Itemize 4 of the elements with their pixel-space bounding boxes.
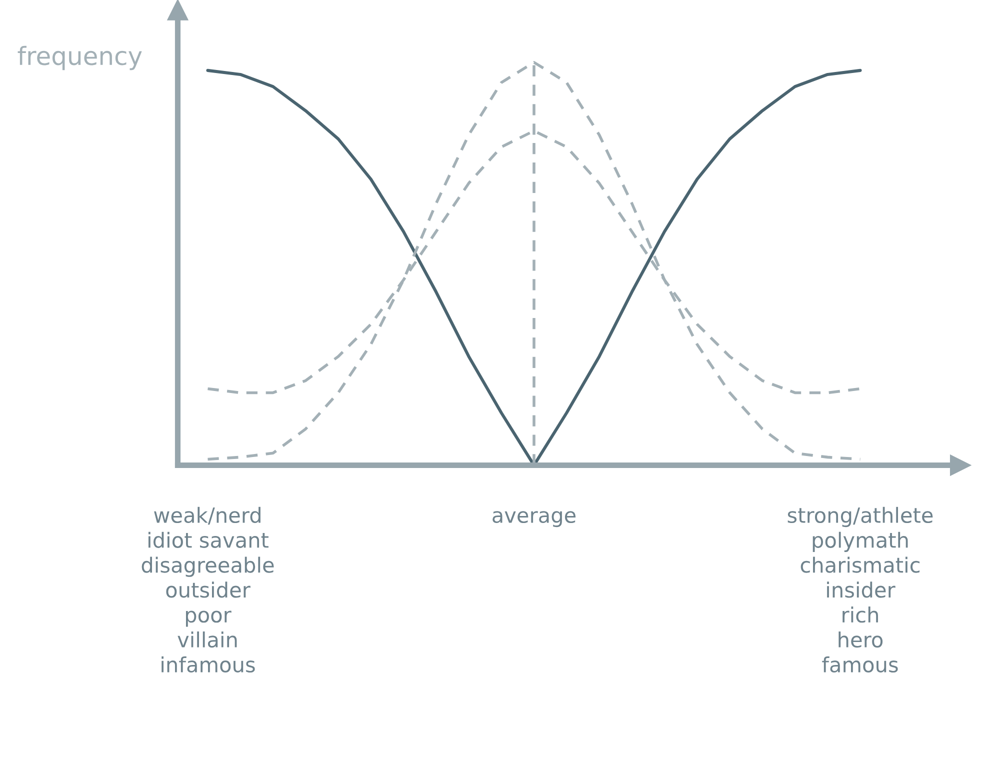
y-axis-title: frequency	[18, 46, 142, 70]
x-tick-label: weak/nerd idiot savant disagreeable outsider poor villain infamous	[142, 506, 274, 673]
x-tick-label: average	[492, 511, 576, 528]
x-tick-label: strong/athlete polymath charismatic insider rich hero famous	[788, 506, 933, 673]
